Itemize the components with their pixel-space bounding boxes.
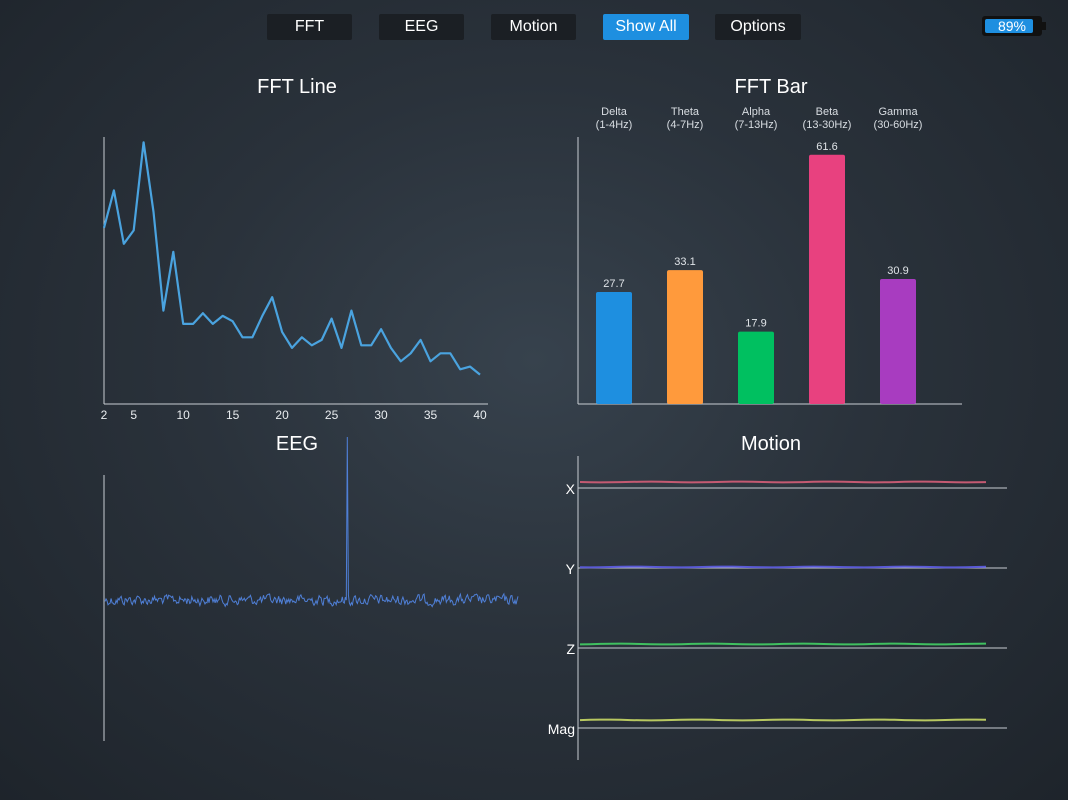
tab-options[interactable]: Options (715, 14, 801, 40)
motion-channel-label: Y (566, 561, 576, 577)
fft-line-tick-label: 25 (325, 408, 339, 422)
fft-line-tick-label: 5 (130, 408, 137, 422)
fft-line-tick-label: 10 (176, 408, 190, 422)
fft-line-tick-label: 2 (101, 408, 108, 422)
fft-bar-category-label: (13-30Hz) (803, 119, 852, 131)
fft-bar-category-label: (7-13Hz) (735, 119, 778, 131)
fft-bar-category-label: (4-7Hz) (667, 119, 704, 131)
tab-fft[interactable]: FFT (267, 14, 352, 40)
fft-bar-category-label: (30-60Hz) (874, 119, 923, 131)
motion-series-z (579, 642, 987, 646)
fft-bar-category-label: Theta (671, 106, 700, 118)
fft-bar-value-label: 17.9 (745, 318, 766, 330)
fft-bar-category-label: Gamma (878, 106, 918, 118)
tab-show-all[interactable]: Show All (603, 14, 689, 40)
motion-channel-label: X (566, 481, 576, 497)
fft-line-ticks: 2 5 10 15 20 25 30 35 40 (101, 408, 487, 422)
motion-title: Motion (740, 433, 802, 455)
fft-line-tick-label: 15 (226, 408, 240, 422)
fft-bar-category-label: (1-4Hz) (596, 119, 633, 131)
fft-line-series (102, 141, 481, 376)
fft-bar (667, 270, 703, 404)
fft-line-tick-label: 30 (374, 408, 388, 422)
fft-bar-value-label: 27.7 (603, 278, 624, 290)
fft-bar (596, 291, 632, 404)
motion-channels: X Y Z Mag (548, 480, 1007, 737)
motion-series-y (579, 565, 987, 569)
fft-bar-title: FFT Bar (734, 76, 808, 98)
fft-bar (738, 331, 774, 404)
motion-channel-label: Z (566, 641, 575, 657)
tab-motion[interactable]: Motion (491, 14, 576, 40)
battery-label: 89% (997, 18, 1027, 34)
battery-cap (1042, 22, 1046, 30)
motion-series-mag (579, 718, 987, 722)
tab-eeg[interactable]: EEG (379, 14, 464, 40)
motion-channel-label: Mag (548, 721, 575, 737)
eeg-series (104, 436, 519, 608)
battery-fill (985, 19, 1034, 33)
fft-bar (809, 154, 845, 404)
fft-line-tick-label: 20 (275, 408, 289, 422)
fft-bar-value-label: 33.1 (674, 256, 695, 268)
eeg-title: EEG (275, 433, 319, 455)
fft-line-tick-label: 35 (424, 408, 438, 422)
battery-indicator: 89% (982, 16, 1046, 36)
fft-bar-category-label: Alpha (742, 106, 771, 118)
fft-bar-value-label: 30.9 (887, 265, 908, 277)
fft-bar-category-label: Beta (816, 106, 840, 118)
fft-bar (880, 278, 916, 404)
fft-bars: 27.7 Delta(1-4Hz) 33.1 Theta(4-7Hz) 17.9 Alph… (596, 106, 923, 404)
motion-series-x (579, 480, 987, 484)
fft-line-tick-label: 40 (473, 408, 487, 422)
fft-bar-value-label: 61.6 (816, 141, 837, 153)
fft-bar-category-label: Delta (601, 106, 628, 118)
fft-line-title: FFT Line (257, 76, 337, 98)
